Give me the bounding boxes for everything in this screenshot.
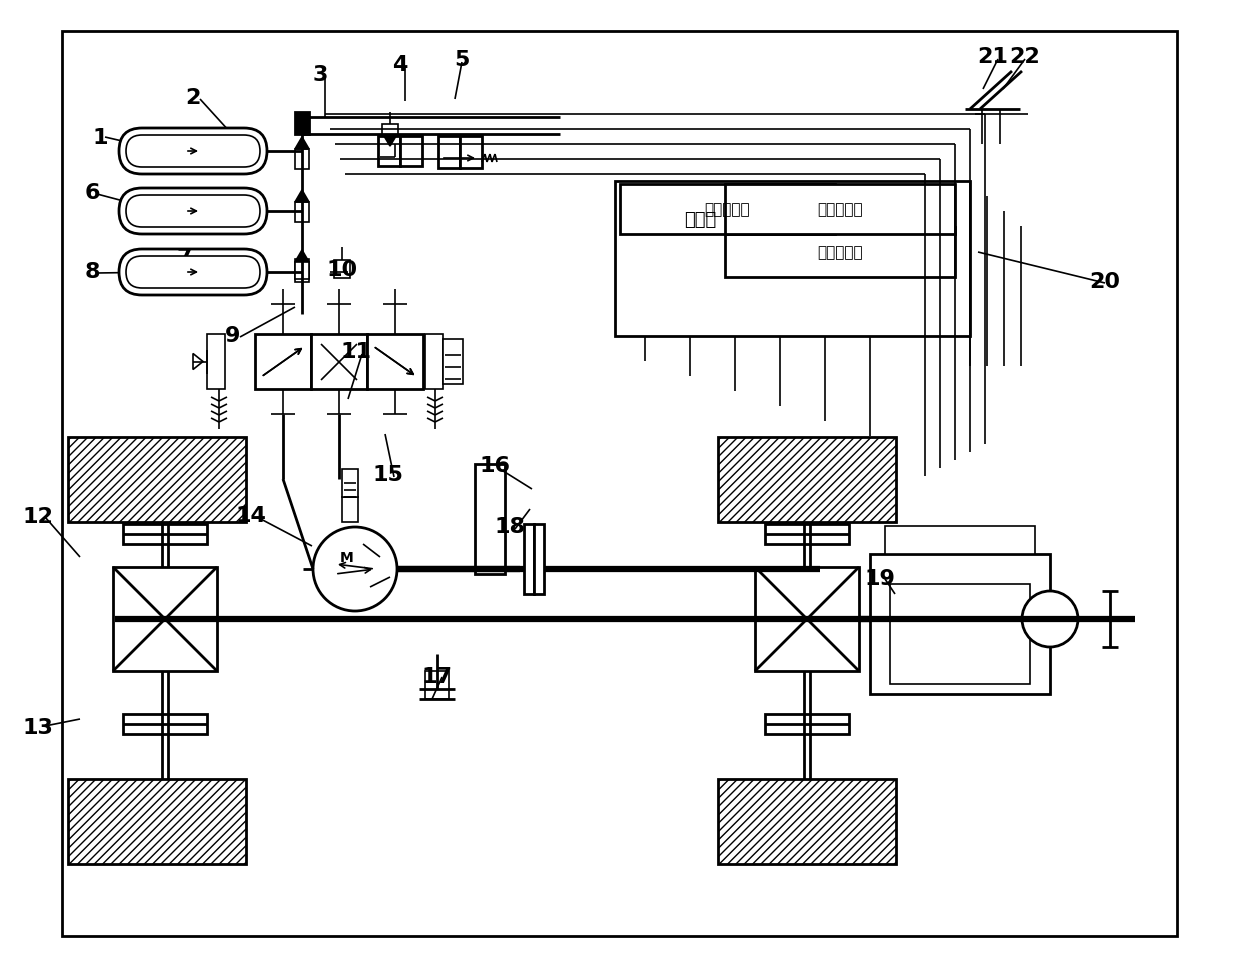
Bar [401,137,422,167]
Text: 2: 2 [185,88,201,108]
Bar [425,334,443,390]
Bar [68,438,246,522]
Bar [334,261,350,279]
Text: 20: 20 [1090,271,1121,292]
Bar [342,470,358,497]
Bar [765,714,849,735]
Polygon shape [384,137,396,147]
Bar [718,779,897,864]
Bar [295,260,309,280]
Polygon shape [295,251,309,263]
Circle shape [312,527,397,611]
Bar [755,568,859,672]
Bar [718,438,897,522]
Text: 3: 3 [312,65,327,85]
Text: 5: 5 [454,50,470,70]
Bar [460,137,482,169]
Text: 7: 7 [176,248,192,267]
Text: M: M [340,550,353,564]
Text: 模拟量输出: 模拟量输出 [817,203,863,217]
Text: 18: 18 [495,516,526,537]
Bar [68,779,246,864]
Bar [113,568,217,672]
Polygon shape [295,191,309,203]
Bar [123,714,207,735]
Bar [534,524,544,594]
Text: 12: 12 [22,507,53,526]
Bar [295,263,309,283]
Bar [438,137,460,169]
Bar [525,524,534,594]
Text: 1: 1 [92,128,108,148]
Bar [890,584,1030,684]
Bar [207,334,224,390]
Bar [765,524,849,545]
Bar [378,137,401,167]
Text: 19: 19 [864,569,895,588]
Text: 22: 22 [1009,47,1040,67]
Text: 16: 16 [480,455,511,476]
FancyBboxPatch shape [119,250,267,296]
Bar [885,526,1035,554]
Bar [255,334,311,390]
Text: 17: 17 [422,667,453,686]
Circle shape [1022,591,1078,647]
Text: 6: 6 [84,183,99,203]
Text: 15: 15 [372,464,403,484]
Bar [425,672,449,700]
Text: 14: 14 [236,506,267,525]
Bar [382,125,398,137]
Bar [870,554,1050,694]
Polygon shape [193,354,203,370]
FancyBboxPatch shape [126,196,260,228]
Bar [620,185,835,234]
Bar [367,334,423,390]
Text: 9: 9 [226,326,241,346]
Text: 10: 10 [326,260,357,280]
Bar [311,334,367,390]
Text: 控制器: 控制器 [684,211,717,229]
Bar [725,228,955,278]
Bar [725,185,955,234]
Bar [342,497,358,522]
Text: 4: 4 [392,55,408,75]
Text: 数字量输出: 数字量输出 [704,203,750,217]
Text: 11: 11 [341,342,372,361]
Polygon shape [295,138,309,150]
Bar [295,203,309,223]
Bar [443,340,463,385]
Bar [123,524,207,545]
FancyBboxPatch shape [119,129,267,174]
Bar [295,150,309,170]
Bar [615,182,970,336]
FancyBboxPatch shape [119,189,267,234]
Text: 8: 8 [84,262,99,282]
Text: 模拟量输入: 模拟量输入 [817,245,863,261]
Bar [295,112,309,135]
FancyBboxPatch shape [126,136,260,168]
Text: 21: 21 [977,47,1008,67]
Text: 13: 13 [22,717,53,737]
Bar [475,464,505,575]
Bar [62,32,1177,936]
FancyBboxPatch shape [126,257,260,289]
